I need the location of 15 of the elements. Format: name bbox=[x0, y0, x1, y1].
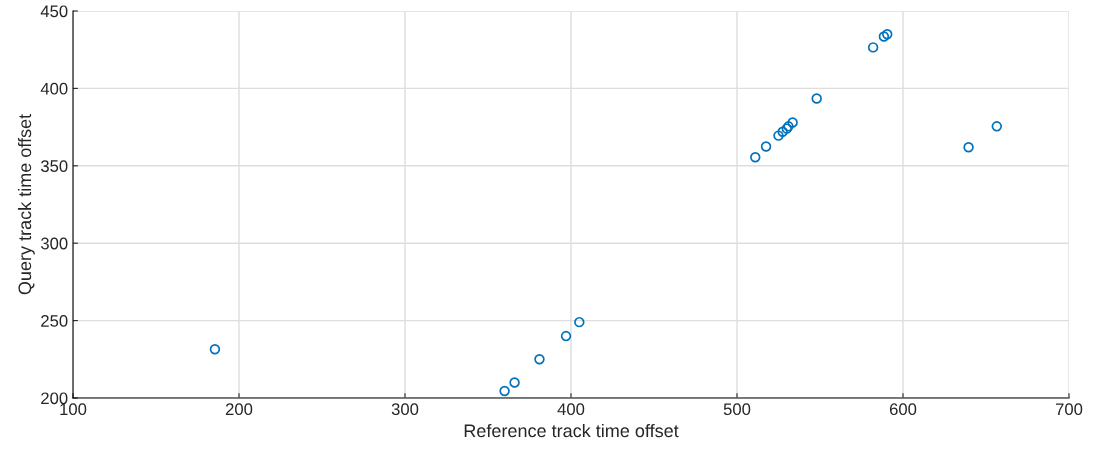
x-tick-label: 400 bbox=[557, 403, 585, 416]
x-axis-title: Reference track time offset bbox=[464, 423, 679, 438]
x-tick-label: 500 bbox=[723, 403, 751, 416]
x-tick-label: 600 bbox=[889, 403, 917, 416]
y-tick-label: 400 bbox=[40, 82, 68, 95]
y-tick-label: 200 bbox=[41, 392, 68, 405]
x-tick-label: 300 bbox=[391, 403, 419, 416]
y-tick-label: 250 bbox=[41, 315, 68, 327]
x-tick-label: 200 bbox=[225, 403, 253, 416]
y-tick-label: 350 bbox=[40, 160, 68, 172]
y-tick-label: 450 bbox=[40, 5, 68, 18]
x-tick-label: 700 bbox=[1055, 403, 1083, 416]
x-tick-label: 100 bbox=[60, 403, 87, 416]
y-axis-title: Query track time offset bbox=[17, 113, 35, 295]
y-tick-label: 300 bbox=[40, 237, 68, 250]
